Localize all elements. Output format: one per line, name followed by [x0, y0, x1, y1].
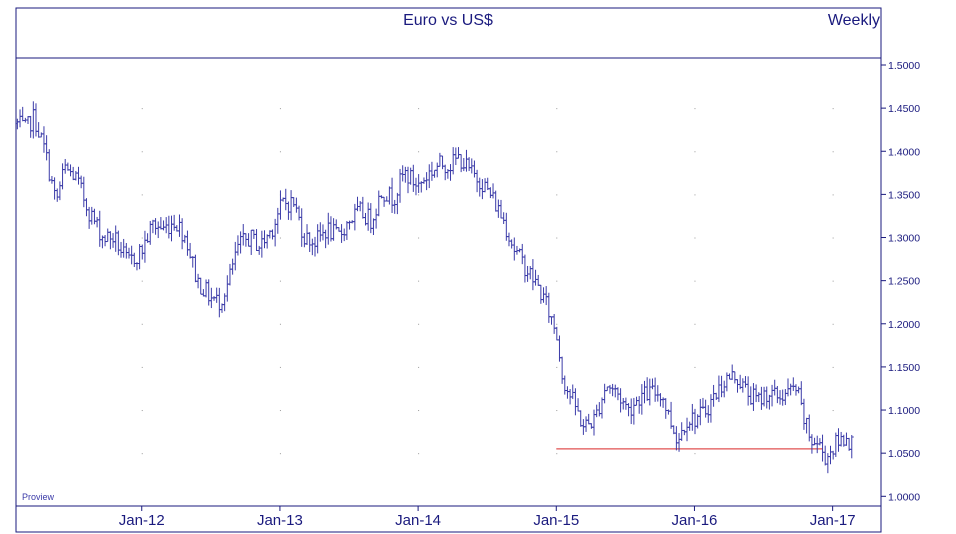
x-axis-ticks: Jan-12 Jan-13 Jan-14 Jan-15 Jan-16 Jan-17: [119, 506, 856, 529]
y-tick-label: 1.4500: [888, 103, 920, 115]
grid-dot: [556, 151, 558, 153]
y-tick-label: 1.1000: [888, 405, 920, 417]
grid-dot: [694, 453, 696, 455]
grid-dot: [418, 108, 420, 110]
grid-dot: [556, 194, 558, 196]
y-tick-label: 1.2000: [888, 319, 920, 331]
grid-dot: [279, 453, 281, 455]
grid-dot: [832, 194, 834, 196]
grid-dot: [279, 108, 281, 110]
x-tick-label: Jan-15: [533, 512, 579, 529]
x-tick-label: Jan-14: [395, 512, 441, 529]
grid-dot: [418, 151, 420, 153]
grid-dot: [279, 237, 281, 239]
y-tick-label: 1.0000: [888, 491, 920, 503]
grid-dot: [141, 151, 143, 153]
grid-dot: [832, 237, 834, 239]
y-tick-label: 1.0500: [888, 448, 920, 460]
grid-dot: [141, 108, 143, 110]
grid-dot: [694, 323, 696, 325]
x-tick-label: Jan-16: [672, 512, 718, 529]
grid-dot: [141, 366, 143, 368]
grid-dot: [141, 410, 143, 412]
grid-dot: [556, 280, 558, 282]
grid-layer: [141, 108, 834, 455]
y-tick-label: 1.4000: [888, 146, 920, 158]
x-tick-label: Jan-13: [257, 512, 303, 529]
y-tick-label: 1.3000: [888, 233, 920, 245]
grid-dot: [279, 366, 281, 368]
grid-dot: [694, 237, 696, 239]
grid-dot: [418, 453, 420, 455]
ohlc-bar: [849, 435, 854, 459]
grid-dot: [279, 410, 281, 412]
watermark: Proview: [22, 492, 55, 502]
chart-title: Euro vs US$: [403, 12, 493, 29]
grid-dot: [279, 151, 281, 153]
grid-dot: [556, 108, 558, 110]
grid-dot: [418, 410, 420, 412]
y-tick-label: 1.2500: [888, 276, 920, 288]
x-tick-label: Jan-12: [119, 512, 165, 529]
grid-dot: [279, 280, 281, 282]
grid-dot: [832, 280, 834, 282]
y-tick-label: 1.5000: [888, 60, 920, 72]
grid-dot: [556, 453, 558, 455]
grid-dot: [832, 108, 834, 110]
grid-dot: [832, 366, 834, 368]
grid-dot: [832, 151, 834, 153]
grid-dot: [556, 323, 558, 325]
grid-dot: [832, 323, 834, 325]
grid-dot: [418, 366, 420, 368]
grid-dot: [418, 323, 420, 325]
grid-dot: [832, 410, 834, 412]
ohlc-bars: [15, 101, 854, 474]
period-label: Weekly: [828, 12, 880, 29]
grid-dot: [418, 237, 420, 239]
grid-dot: [418, 280, 420, 282]
grid-dot: [141, 194, 143, 196]
grid-dot: [141, 280, 143, 282]
grid-dot: [694, 108, 696, 110]
grid-dot: [556, 410, 558, 412]
grid-dot: [418, 194, 420, 196]
y-tick-label: 1.1500: [888, 362, 920, 374]
grid-dot: [141, 453, 143, 455]
grid-dot: [556, 366, 558, 368]
y-axis-ticks: 1.0000 1.0500 1.1000 1.1500 1.2000 1.2500 1.30…: [881, 60, 920, 503]
grid-dot: [694, 194, 696, 196]
grid-dot: [694, 366, 696, 368]
chart-frame: [15, 7, 882, 533]
grid-dot: [141, 323, 143, 325]
grid-dot: [279, 323, 281, 325]
grid-dot: [694, 280, 696, 282]
grid-dot: [141, 237, 143, 239]
grid-dot: [694, 151, 696, 153]
y-tick-label: 1.3500: [888, 189, 920, 201]
grid-dot: [556, 237, 558, 239]
x-tick-label: Jan-17: [810, 512, 856, 529]
